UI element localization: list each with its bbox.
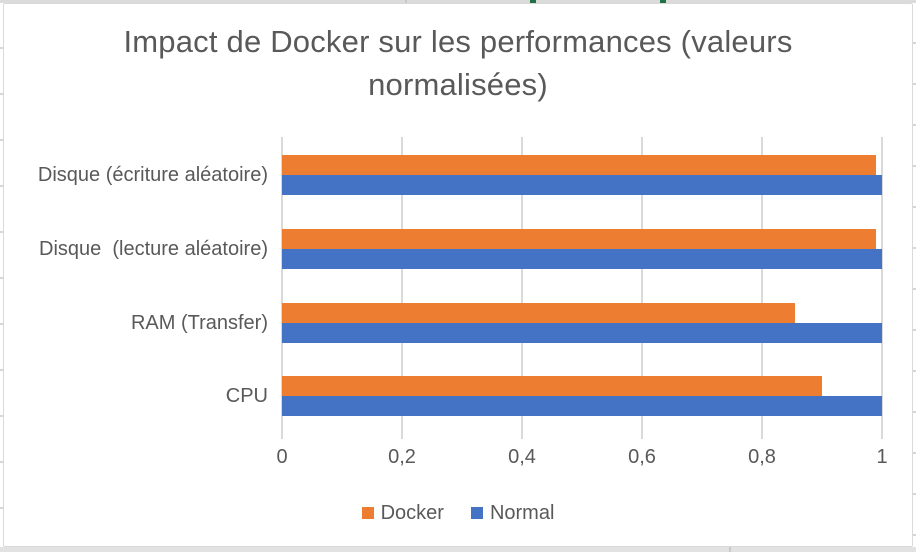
sheet-gridline-strip-top [0,0,916,3]
sheet-gridline-notch [729,547,731,552]
legend-item-normal[interactable]: Normal [470,502,555,524]
x-axis-tick-label: 0,4 [508,446,536,468]
bar-docker-3[interactable] [282,376,822,397]
gridline [281,137,283,439]
bar-docker-2[interactable] [282,302,795,323]
x-axis-tick-label: 0 [276,446,288,468]
normal-series-swatch [470,507,483,519]
sheet-gridline-strip-bottom [0,547,916,552]
sheet-green-mark [530,0,536,3]
legend-item-docker[interactable]: Docker [361,502,444,524]
gridline [881,137,883,439]
category-label: Disque (lecture aléatoire) [39,237,268,260]
sheet-gridline-notch [405,0,407,3]
gridline [761,137,763,439]
sheet-gridline-strip-left [0,3,3,547]
chart-title[interactable]: Impact de Docker sur les performances (v… [123,24,793,102]
category-label: Disque (écriture aléatoire) [37,164,268,186]
legend: Docker Normal [0,499,916,527]
bar-docker-0[interactable] [282,155,876,175]
x-axis-tick-label: 0,6 [628,446,656,468]
legend-label-normal: Normal [489,502,555,524]
bar-docker-1[interactable] [282,228,876,249]
bar-normal-0[interactable] [282,175,882,195]
sheet-gridline-strip-right [913,3,916,547]
x-axis-tick-label: 1 [876,446,888,468]
legend-label-docker: Docker [380,502,444,524]
bar-normal-1[interactable] [282,248,882,269]
gridline [401,137,403,439]
bar-normal-2[interactable] [282,322,882,343]
x-axis-tick-label: 0,8 [748,446,776,468]
gridline [521,137,523,439]
docker-series-swatch [361,507,374,519]
sheet-green-mark [660,0,666,3]
category-label: CPU [225,385,268,408]
gridline [641,137,643,439]
category-label: RAM (Transfer) [130,311,268,334]
x-axis-tick-label: 0,2 [388,446,416,468]
bar-normal-3[interactable] [282,396,882,417]
